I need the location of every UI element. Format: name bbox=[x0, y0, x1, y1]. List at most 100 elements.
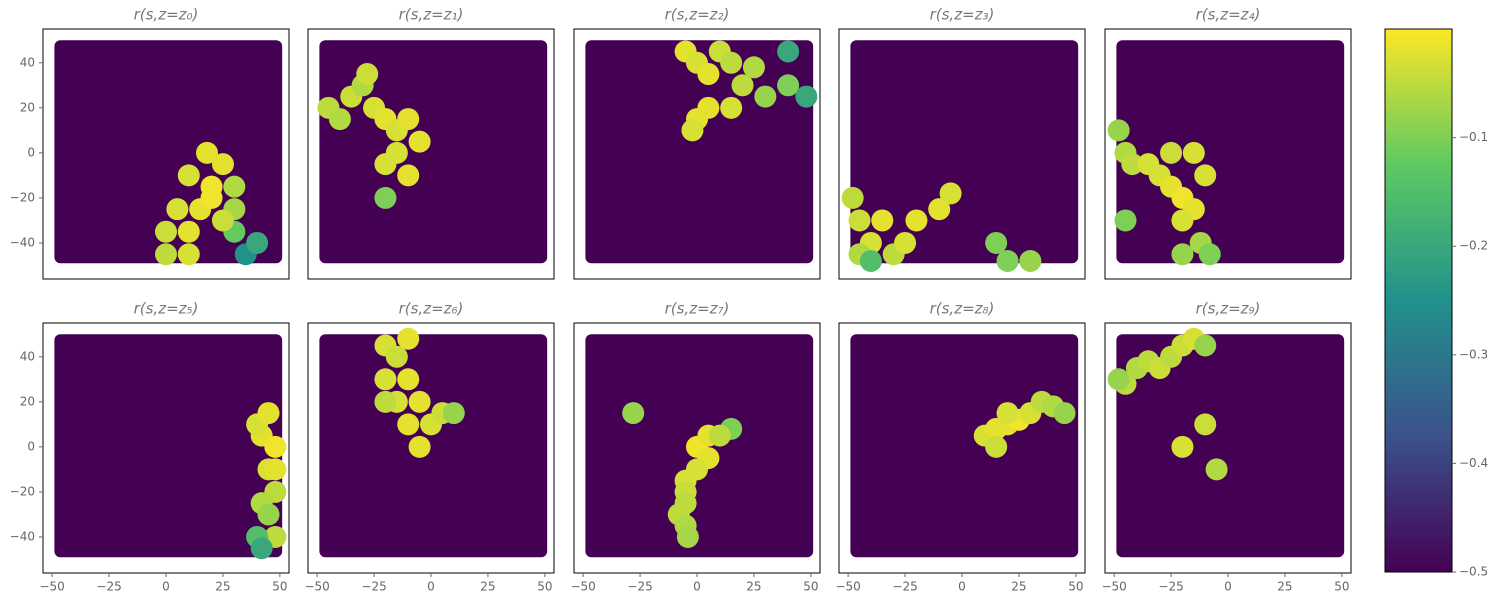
point bbox=[257, 402, 280, 425]
x-tick-label: 50 bbox=[537, 580, 552, 594]
panel-background bbox=[54, 334, 283, 558]
x-tick-label: 50 bbox=[1068, 580, 1083, 594]
point bbox=[1194, 413, 1217, 436]
point bbox=[211, 153, 234, 176]
point bbox=[676, 525, 699, 548]
x-tick-label: 50 bbox=[1334, 580, 1349, 594]
point bbox=[374, 153, 397, 176]
point bbox=[1019, 249, 1042, 272]
x-tick-label: 25 bbox=[1277, 580, 1292, 594]
point bbox=[385, 345, 408, 368]
point bbox=[397, 164, 420, 187]
points bbox=[973, 390, 1076, 458]
point bbox=[374, 368, 397, 391]
x-tick-label: 25 bbox=[1011, 580, 1026, 594]
y-tick-label: 20 bbox=[20, 100, 35, 114]
axes-frame bbox=[42, 28, 290, 280]
point bbox=[374, 186, 397, 209]
points bbox=[374, 327, 465, 458]
panel: r(s,z=z₈) −50 −25 0 25 50 bbox=[835, 300, 1086, 594]
point bbox=[397, 108, 420, 131]
point bbox=[985, 231, 1008, 254]
point bbox=[397, 413, 420, 436]
x-tick-label: −50 bbox=[1101, 580, 1126, 594]
point bbox=[177, 220, 200, 243]
points bbox=[246, 402, 287, 560]
panel-background bbox=[850, 40, 1079, 264]
point bbox=[681, 119, 704, 142]
x-tick-label: −50 bbox=[39, 580, 64, 594]
y-tick-label: −20 bbox=[10, 484, 35, 498]
x-tick-label: −50 bbox=[304, 580, 329, 594]
point bbox=[177, 243, 200, 266]
point bbox=[397, 368, 420, 391]
point bbox=[1194, 164, 1217, 187]
panel-title: r(s,z=z₅) bbox=[134, 300, 199, 318]
point bbox=[250, 537, 273, 560]
colorbar-tick-label: −0.4 bbox=[1459, 456, 1488, 470]
x-tick-label: −50 bbox=[570, 580, 595, 594]
point bbox=[996, 249, 1019, 272]
y-tick-label: −40 bbox=[10, 235, 35, 249]
y-tick-label: 20 bbox=[20, 394, 35, 408]
colorbar-tick-label: −0.5 bbox=[1459, 565, 1488, 579]
point bbox=[442, 402, 465, 425]
points bbox=[674, 40, 818, 142]
colorbar-tick-label: −0.1 bbox=[1459, 130, 1488, 144]
x-tick-label: 0 bbox=[958, 580, 966, 594]
point bbox=[1171, 435, 1194, 458]
x-tick-label: 50 bbox=[803, 580, 818, 594]
point bbox=[1194, 334, 1217, 357]
x-tick-label: 0 bbox=[693, 580, 701, 594]
point bbox=[408, 130, 431, 153]
axes-frame bbox=[838, 28, 1086, 280]
y-tick-label: 0 bbox=[27, 145, 35, 159]
point bbox=[1171, 209, 1194, 232]
point bbox=[1160, 141, 1183, 164]
x-tick-label: 0 bbox=[162, 580, 170, 594]
points bbox=[1107, 119, 1221, 266]
point bbox=[1182, 141, 1205, 164]
point bbox=[1205, 458, 1228, 481]
point bbox=[328, 108, 351, 131]
point bbox=[200, 186, 223, 209]
point bbox=[1107, 119, 1130, 142]
point bbox=[841, 186, 864, 209]
panel: r(s,z=z₁) bbox=[307, 6, 555, 280]
panel: r(s,z=z₂) bbox=[573, 6, 821, 280]
x-tick-label: 0 bbox=[1224, 580, 1232, 594]
point bbox=[1053, 402, 1076, 425]
axes-frame bbox=[573, 28, 821, 280]
point bbox=[264, 458, 287, 481]
x-tick-label: −25 bbox=[627, 580, 652, 594]
points bbox=[622, 402, 743, 548]
colorbar-tick-label: −0.3 bbox=[1459, 347, 1488, 361]
panel-title: r(s,z=z₀) bbox=[134, 6, 199, 24]
x-tick-label: −50 bbox=[835, 580, 860, 594]
point bbox=[408, 435, 431, 458]
panel-background bbox=[319, 334, 548, 558]
panel: r(s,z=z₉) −50 −25 0 25 50 bbox=[1101, 300, 1352, 594]
point bbox=[928, 198, 951, 221]
point bbox=[939, 182, 962, 205]
panel-title: r(s,z=z₉) bbox=[1196, 300, 1261, 318]
point bbox=[264, 435, 287, 458]
panel-title: r(s,z=z₃) bbox=[930, 6, 995, 24]
point bbox=[1107, 368, 1130, 391]
y-tick-label: 40 bbox=[20, 349, 35, 363]
x-tick-label: 25 bbox=[480, 580, 495, 594]
point bbox=[996, 402, 1019, 425]
panel-background bbox=[319, 40, 548, 264]
point bbox=[894, 231, 917, 254]
x-tick-label: 25 bbox=[215, 580, 230, 594]
point bbox=[795, 85, 818, 108]
panel-background bbox=[850, 334, 1079, 558]
panel: r(s,z=z₅) −50 −25 0 25 50 −40 −20 0 20 40 bbox=[10, 300, 290, 594]
panel: r(s,z=z₇) −50 −25 0 25 50 bbox=[570, 300, 821, 594]
y-tick-label: 0 bbox=[27, 439, 35, 453]
points bbox=[1107, 327, 1228, 481]
panel-background bbox=[1116, 334, 1345, 558]
x-tick-label: −25 bbox=[1158, 580, 1183, 594]
points bbox=[317, 63, 431, 209]
